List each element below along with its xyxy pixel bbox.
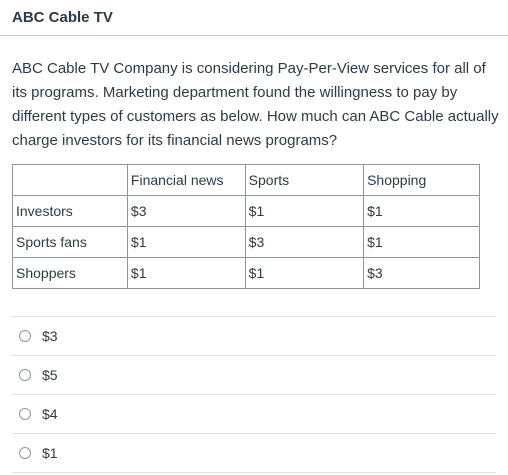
answer-options: $3 $5 $4 $1	[12, 316, 496, 473]
table-cell: $1	[126, 226, 246, 258]
radio-button[interactable]	[19, 369, 31, 381]
table-cell: Sports fans	[12, 226, 128, 258]
answer-option-label: $1	[42, 445, 58, 461]
answer-option[interactable]: $4	[12, 394, 496, 433]
table-cell: $3	[126, 195, 246, 227]
table-cell: Shoppers	[12, 257, 128, 289]
table-row: Shoppers $1 $1 $3	[12, 257, 480, 289]
radio-button[interactable]	[19, 447, 31, 459]
table-row: Investors $3 $1 $1	[12, 195, 480, 227]
question-text: ABC Cable TV Company is considering Pay-…	[12, 60, 499, 149]
table-cell: $1	[363, 195, 480, 227]
table-cell: $1	[363, 226, 480, 258]
table-cell: $1	[244, 257, 365, 289]
answer-option-label: $3	[42, 328, 58, 344]
table-header-cell: Financial news	[126, 164, 246, 196]
answer-option-label: $5	[42, 367, 58, 383]
table-cell: $3	[363, 257, 480, 289]
willingness-table: Financial news Sports Shopping Investors…	[12, 164, 480, 289]
table-header-cell: Sports	[244, 164, 365, 196]
table-cell: $1	[244, 195, 365, 227]
title-divider	[0, 35, 508, 36]
answer-option[interactable]: $5	[12, 355, 496, 394]
question-title: ABC Cable TV	[12, 9, 113, 26]
radio-button[interactable]	[19, 330, 31, 342]
table-row: Sports fans $1 $3 $1	[12, 226, 480, 258]
answer-option[interactable]: $3	[12, 316, 496, 355]
table-header-cell: Shopping	[363, 164, 480, 196]
radio-button[interactable]	[19, 408, 31, 420]
answer-option[interactable]: $1	[12, 433, 496, 473]
table-header-cell	[12, 164, 128, 196]
table-cell: $3	[244, 226, 365, 258]
answer-option-label: $4	[42, 406, 58, 422]
table-header-row: Financial news Sports Shopping	[12, 164, 480, 196]
table-cell: Investors	[12, 195, 128, 227]
table-cell: $1	[126, 257, 246, 289]
